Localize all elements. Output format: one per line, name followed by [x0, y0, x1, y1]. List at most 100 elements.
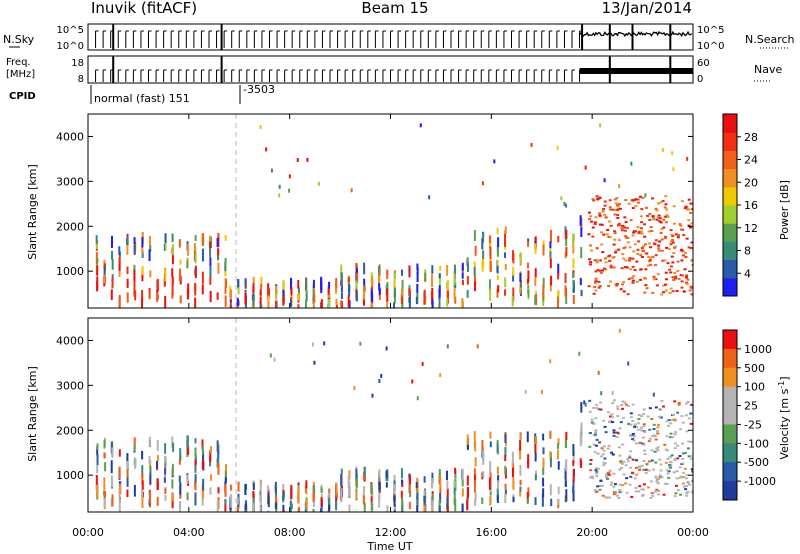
- scatter-point: [565, 291, 568, 305]
- scatter-point: [179, 268, 182, 281]
- scatter-point: [217, 262, 220, 274]
- scatter-point: [504, 263, 507, 271]
- scatter-point: [604, 261, 608, 264]
- scatter-point: [664, 215, 668, 218]
- scatter-point: [141, 480, 144, 490]
- colorbar-tick-label: 100: [744, 381, 765, 394]
- scatter-point: [217, 255, 220, 261]
- scatter-point: [590, 418, 594, 421]
- scatter-point: [609, 224, 613, 227]
- scatter-point: [670, 233, 674, 236]
- scatter-point: [664, 203, 668, 206]
- scatter-point: [482, 471, 485, 478]
- scatter-point: [668, 465, 672, 468]
- scatter-point: [591, 226, 595, 229]
- scatter-point: [603, 462, 607, 465]
- scatter-point: [589, 215, 593, 218]
- scatter-point: [133, 237, 136, 245]
- scatter-point: [587, 233, 591, 236]
- scatter-point: [111, 250, 114, 260]
- scatter-point: [657, 214, 661, 217]
- scatter-point: [224, 295, 227, 307]
- scatter-point: [626, 293, 630, 296]
- scatter-point: [400, 288, 403, 296]
- scatter-point: [423, 292, 426, 305]
- scatter-point: [340, 273, 343, 286]
- scatter-point: [474, 491, 477, 502]
- scatter-point: [685, 208, 689, 211]
- scatter-point: [666, 457, 670, 460]
- scatter-point: [378, 379, 381, 384]
- scatter-point: [679, 428, 683, 431]
- scatter-point: [637, 240, 641, 243]
- scatter-point: [590, 421, 594, 424]
- scatter-point: [438, 469, 441, 480]
- scatter-point: [661, 259, 665, 262]
- scatter-point: [111, 480, 114, 488]
- scatter-point: [591, 235, 595, 238]
- scatter-point: [328, 281, 331, 289]
- scatter-point: [618, 489, 622, 492]
- scatter-point: [589, 220, 593, 223]
- scatter-point: [430, 478, 433, 489]
- scatter-point: [656, 482, 660, 485]
- scatter-point: [282, 296, 285, 306]
- scatter-point: [260, 494, 263, 501]
- scatter-point: [658, 408, 662, 411]
- scatter-point: [335, 501, 338, 507]
- scatter-point: [598, 269, 602, 272]
- scatter-point: [386, 505, 389, 512]
- colorbar-tick-label: 24: [744, 154, 758, 167]
- scatter-point: [691, 470, 693, 473]
- scatter-point: [690, 202, 693, 205]
- scatter-point: [690, 208, 693, 211]
- noise-left-tick-bottom: 10^0: [57, 41, 84, 52]
- colorbar-cell: [723, 150, 737, 170]
- scatter-point: [260, 283, 263, 290]
- scatter-point: [643, 235, 647, 238]
- cpid-label: CPID: [9, 91, 36, 102]
- scatter-point: [327, 288, 330, 295]
- scatter-point: [489, 441, 492, 448]
- scatter-point: [688, 226, 692, 229]
- scatter-point: [655, 478, 659, 481]
- scatter-point: [355, 491, 358, 499]
- scatter-point: [126, 477, 129, 487]
- scatter-point: [650, 492, 654, 495]
- scatter-point: [634, 486, 638, 489]
- scatter-point: [673, 400, 677, 403]
- scatter-point: [591, 477, 595, 480]
- scatter-point: [95, 243, 98, 249]
- scatter-point: [579, 215, 582, 226]
- scatter-point: [628, 455, 632, 458]
- scatter-point: [201, 284, 204, 295]
- scatter-point: [216, 500, 219, 512]
- scatter-point: [377, 272, 380, 285]
- scatter-point: [659, 416, 663, 419]
- scatter-point: [446, 290, 449, 304]
- scatter-point: [461, 488, 464, 497]
- scatter-point: [608, 199, 612, 202]
- scatter-point: [615, 494, 619, 497]
- scatter-point: [594, 277, 598, 280]
- noise-search-trace: [578, 30, 693, 38]
- scatter-point: [597, 408, 601, 411]
- scatter-point: [637, 231, 641, 234]
- scatter-point: [629, 423, 633, 426]
- scatter-point: [527, 289, 530, 298]
- scatter-point: [660, 293, 664, 296]
- scatter-point: [224, 486, 227, 494]
- scatter-point: [682, 290, 686, 293]
- scatter-point: [634, 466, 638, 469]
- scatter-point: [305, 499, 308, 510]
- scatter-point: [676, 269, 680, 272]
- scatter-point: [622, 281, 626, 284]
- scatter-point: [602, 208, 606, 211]
- scatter-point: [609, 280, 613, 283]
- scatter-point: [661, 200, 665, 203]
- scatter-point: [687, 246, 691, 249]
- scatter-point: [631, 432, 635, 435]
- scatter-point: [126, 292, 129, 303]
- scatter-point: [595, 475, 599, 478]
- scatter-point: [453, 288, 456, 300]
